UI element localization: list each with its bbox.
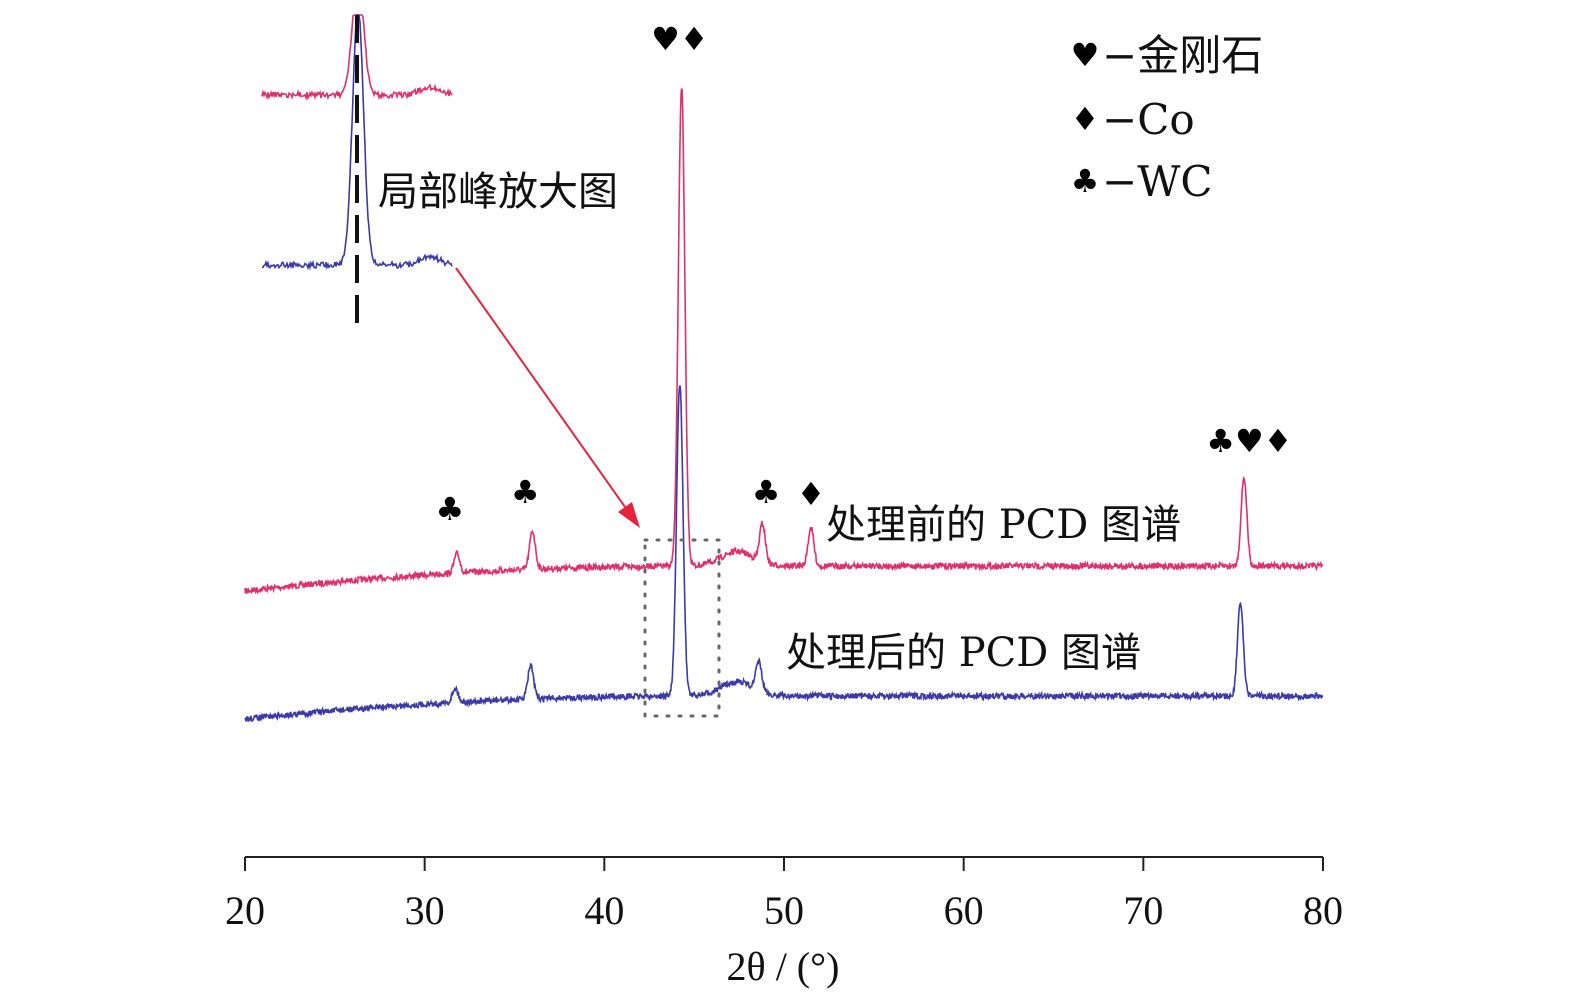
peak-marker: ♥♦ bbox=[651, 20, 708, 58]
zoom-region-rect bbox=[643, 538, 721, 718]
x-tick-label: 20 bbox=[225, 888, 265, 933]
x-tick-label: 60 bbox=[944, 888, 984, 933]
peak-markers: ♣ ♣♥♦♣ ♦♣♥♦ bbox=[435, 20, 1292, 528]
x-tick-label: 80 bbox=[1303, 888, 1343, 933]
peak-marker: ♦ bbox=[797, 475, 826, 513]
x-tick-label: 30 bbox=[405, 888, 445, 933]
spectrum-curves bbox=[244, 88, 1324, 724]
zoom-arrow bbox=[455, 267, 640, 528]
x-tick-label: 50 bbox=[764, 888, 804, 933]
after-curve-label: 处理后的 PCD 图谱 bbox=[786, 630, 1141, 676]
x-tick-label: 70 bbox=[1123, 888, 1163, 933]
legend-label-co: −Co bbox=[1102, 95, 1195, 144]
zoom-arrow-head bbox=[618, 502, 640, 528]
before-curve-label: 处理前的 PCD 图谱 bbox=[826, 502, 1181, 548]
series-after-line bbox=[244, 385, 1324, 724]
legend: ♥ −金刚石 ♦ −Co ♣ −WC bbox=[1071, 31, 1264, 206]
legend-heart-icon: ♥ bbox=[1071, 36, 1100, 74]
inset-label: 局部峰放大图 bbox=[378, 169, 618, 215]
inset-zoom bbox=[261, 14, 453, 325]
legend-diamond-icon: ♦ bbox=[1071, 100, 1100, 138]
x-tick-label: 40 bbox=[584, 888, 624, 933]
legend-label-diamond-phase: −金刚石 bbox=[1102, 31, 1263, 80]
zoom-arrow-line bbox=[455, 267, 631, 515]
peak-marker: ♣ bbox=[511, 473, 540, 511]
peak-marker: ♣♥♦ bbox=[1206, 422, 1292, 460]
peak-marker: ♣ bbox=[435, 490, 464, 528]
peak-marker: ♣ bbox=[752, 473, 781, 511]
x-axis: 20 30 40 50 60 70 80 bbox=[225, 856, 1343, 933]
series-before-line bbox=[244, 88, 1324, 595]
legend-club-icon: ♣ bbox=[1071, 162, 1100, 200]
legend-label-wc: −WC bbox=[1102, 157, 1213, 206]
x-axis-title: 2θ / (°) bbox=[727, 944, 840, 989]
zoom-box bbox=[643, 538, 721, 718]
